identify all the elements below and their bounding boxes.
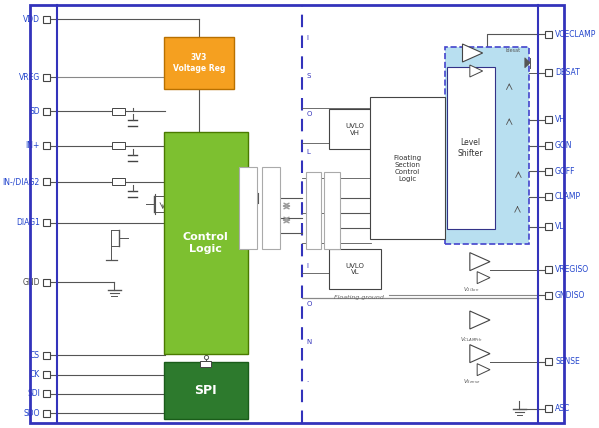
Text: DESAT: DESAT — [555, 68, 580, 77]
Text: VREG: VREG — [19, 72, 40, 82]
FancyBboxPatch shape — [262, 167, 280, 249]
FancyBboxPatch shape — [324, 172, 340, 249]
Text: O: O — [307, 301, 312, 307]
Bar — [546, 168, 552, 175]
Bar — [113, 142, 125, 149]
Text: Control
Logic: Control Logic — [183, 232, 229, 254]
Polygon shape — [477, 272, 490, 284]
Bar — [43, 16, 50, 23]
Bar — [546, 358, 552, 365]
Text: IN-/DIAG2: IN-/DIAG2 — [2, 177, 40, 187]
Bar — [43, 390, 50, 397]
Bar — [43, 371, 50, 378]
Bar — [546, 266, 552, 273]
Text: $V_{CLAMPth}$: $V_{CLAMPth}$ — [461, 336, 483, 345]
Bar — [43, 410, 50, 416]
Text: L: L — [307, 149, 310, 155]
FancyBboxPatch shape — [447, 67, 495, 229]
Text: IN+: IN+ — [26, 141, 40, 150]
Polygon shape — [470, 253, 490, 270]
Text: A: A — [307, 187, 311, 193]
Polygon shape — [470, 65, 483, 77]
Text: GND: GND — [22, 278, 40, 287]
Bar — [546, 223, 552, 230]
Text: O: O — [307, 111, 312, 117]
Text: $V_{2/3on}$: $V_{2/3on}$ — [464, 285, 480, 294]
Text: VH: VH — [555, 115, 566, 125]
Bar — [546, 69, 552, 76]
Text: VL: VL — [555, 222, 565, 232]
FancyBboxPatch shape — [164, 362, 248, 419]
Bar — [43, 352, 50, 359]
Bar — [113, 178, 125, 185]
Text: GNDISO: GNDISO — [555, 291, 585, 300]
Bar — [43, 142, 50, 149]
Bar — [43, 178, 50, 185]
Bar — [546, 31, 552, 38]
Text: UVLO
VH: UVLO VH — [346, 122, 364, 136]
Polygon shape — [525, 58, 530, 68]
Bar — [200, 361, 211, 367]
Bar — [43, 108, 50, 115]
Polygon shape — [470, 345, 490, 363]
FancyBboxPatch shape — [329, 109, 381, 149]
FancyBboxPatch shape — [239, 167, 257, 249]
Text: Idesat: Idesat — [506, 48, 521, 53]
FancyBboxPatch shape — [164, 132, 248, 354]
Text: VREGISO: VREGISO — [555, 265, 589, 274]
Text: Floating ground: Floating ground — [334, 295, 384, 300]
Text: GON: GON — [555, 141, 573, 150]
Bar — [43, 74, 50, 80]
FancyBboxPatch shape — [370, 97, 445, 239]
Text: DIAG1: DIAG1 — [16, 218, 40, 227]
Text: VDD: VDD — [23, 15, 40, 24]
Text: CLAMP: CLAMP — [555, 192, 581, 202]
Text: T: T — [307, 225, 311, 231]
Bar — [546, 292, 552, 299]
FancyBboxPatch shape — [164, 37, 234, 89]
FancyBboxPatch shape — [305, 172, 321, 249]
Text: SD: SD — [29, 107, 40, 116]
Text: ASC: ASC — [555, 404, 570, 413]
Polygon shape — [462, 44, 483, 62]
Text: GOFF: GOFF — [555, 166, 576, 176]
Text: .: . — [307, 377, 309, 383]
Bar — [113, 108, 125, 115]
Bar — [546, 142, 552, 149]
FancyBboxPatch shape — [445, 47, 530, 244]
FancyBboxPatch shape — [329, 249, 381, 289]
Text: I: I — [307, 35, 308, 41]
Text: N: N — [307, 339, 312, 345]
Text: VCECLAMP: VCECLAMP — [555, 30, 597, 39]
Text: $V_{Sense}$: $V_{Sense}$ — [463, 377, 480, 386]
Text: SPI: SPI — [195, 384, 217, 397]
Text: CK: CK — [30, 370, 40, 379]
Text: I: I — [307, 263, 308, 269]
Text: SDO: SDO — [23, 408, 40, 418]
Bar — [546, 405, 552, 412]
Text: Level
Shifter: Level Shifter — [458, 138, 483, 158]
Text: 3V3
Voltage Reg: 3V3 Voltage Reg — [173, 53, 225, 73]
Text: SENSE: SENSE — [555, 357, 580, 366]
Text: CS: CS — [30, 351, 40, 360]
Bar — [546, 116, 552, 123]
Polygon shape — [470, 311, 490, 329]
Polygon shape — [477, 364, 490, 376]
Text: Floating
Section
Control
Logic: Floating Section Control Logic — [394, 155, 422, 181]
Bar — [43, 279, 50, 286]
Bar — [546, 193, 552, 200]
Text: SDI: SDI — [27, 389, 40, 398]
Bar — [43, 219, 50, 226]
Text: UVLO
VL: UVLO VL — [346, 262, 364, 276]
Text: S: S — [307, 73, 311, 79]
